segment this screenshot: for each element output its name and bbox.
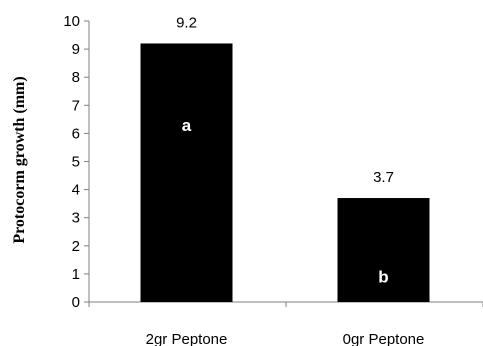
- y-tick-label: 0: [72, 294, 80, 311]
- y-tick-label: 3: [72, 210, 80, 227]
- y-tick-label: 10: [63, 13, 80, 30]
- y-tick-label: 5: [72, 154, 80, 171]
- category-label-1: 2gr Peptone: [146, 331, 228, 346]
- group-letter-1: a: [182, 116, 192, 135]
- labels: 9.2 2gr Peptone a 3.7 0gr Peptone b: [146, 14, 425, 346]
- y-tick-label: 8: [72, 69, 80, 86]
- y-tick-label: 6: [72, 125, 80, 142]
- bar-1: [140, 43, 233, 302]
- y-axis-label: Protocorm growth (mm): [11, 76, 28, 243]
- category-label-2: 0gr Peptone: [343, 331, 425, 346]
- data-label-2: 3.7: [373, 169, 394, 186]
- y-tick-label: 2: [72, 238, 80, 255]
- y-tick-label: 9: [72, 41, 80, 58]
- data-label-1: 9.2: [176, 14, 197, 31]
- group-letter-2: b: [378, 268, 388, 287]
- y-tick-label: 4: [72, 182, 80, 199]
- y-tick-label: 1: [72, 266, 80, 283]
- bar-2: [337, 198, 430, 302]
- y-tick-label: 7: [72, 97, 80, 114]
- bars: [140, 43, 430, 302]
